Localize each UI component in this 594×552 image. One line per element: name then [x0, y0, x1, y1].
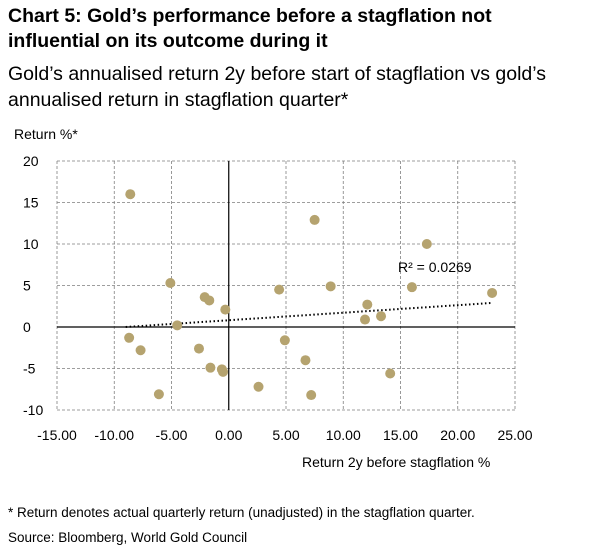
- chart-subtitle: Gold’s annualised return 2y before start…: [8, 63, 547, 111]
- scatter-chart: 20 15 10 5 0 -5 -10 -15.00 -10.00 -5.00 0.00 5.00 10…: [23, 153, 533, 470]
- data-point: [218, 366, 229, 377]
- data-point: [362, 299, 373, 310]
- x-tick-label: -5.00: [156, 427, 188, 443]
- r-squared-label: R² = 0.0269: [398, 259, 472, 275]
- data-point: [487, 287, 498, 298]
- data-point: [360, 314, 371, 325]
- data-point: [279, 335, 290, 346]
- y-axis-label: Return %*: [14, 126, 78, 142]
- y-tick-label: -10: [23, 402, 43, 418]
- data-point: [125, 189, 136, 200]
- y-tick-label: -5: [23, 361, 36, 377]
- data-point: [172, 320, 183, 331]
- footnote: * Return denotes actual quarterly return…: [8, 505, 475, 520]
- data-point: [376, 311, 387, 322]
- chart-title: Chart 5: Gold’s performance before a sta…: [8, 5, 492, 52]
- trendline: [125, 301, 493, 328]
- y-tick-label: 5: [23, 278, 31, 294]
- data-point: [124, 332, 135, 343]
- gridlines: [56, 160, 516, 411]
- data-point: [309, 214, 320, 225]
- source-note: Source: Bloomberg, World Gold Council: [8, 530, 248, 545]
- y-tick-label: 0: [23, 319, 31, 335]
- data-point: [165, 278, 176, 289]
- data-point: [385, 368, 396, 379]
- data-point: [153, 389, 164, 400]
- data-point: [325, 281, 336, 292]
- axes: [57, 161, 515, 410]
- data-point: [274, 284, 285, 295]
- x-axis-label: Return 2y before stagflation %: [302, 454, 490, 470]
- x-tick-label: 5.00: [272, 427, 299, 443]
- x-tick-label: 20.00: [440, 427, 475, 443]
- data-point: [306, 390, 317, 401]
- data-point: [421, 239, 432, 249]
- x-tick-label: 0.00: [215, 427, 242, 443]
- y-tick-label: 10: [23, 236, 39, 252]
- tick-labels: 20 15 10 5 0 -5 -10 -15.00 -10.00 -5.00 0.00 5.00 10…: [23, 153, 533, 443]
- data-point: [205, 362, 216, 373]
- y-tick-label: 20: [23, 153, 39, 169]
- data-point: [253, 381, 264, 392]
- data-points: [124, 189, 498, 401]
- x-tick-label: 25.00: [497, 427, 532, 443]
- x-tick-label: -15.00: [37, 427, 77, 443]
- data-point: [406, 282, 417, 293]
- x-tick-label: -10.00: [94, 427, 134, 443]
- data-point: [135, 345, 146, 356]
- x-tick-label: 10.00: [326, 427, 361, 443]
- x-tick-label: 15.00: [383, 427, 418, 443]
- data-point: [193, 343, 204, 354]
- trendline-dotted: [125, 301, 493, 328]
- data-point: [204, 295, 215, 306]
- y-tick-label: 15: [23, 195, 39, 211]
- data-point: [300, 355, 311, 366]
- data-point: [220, 304, 231, 315]
